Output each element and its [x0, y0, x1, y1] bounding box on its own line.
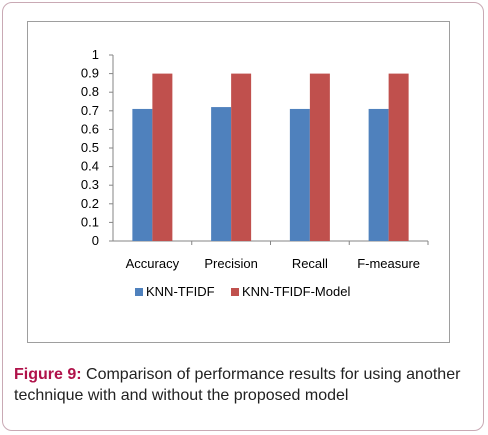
y-tick-label: 0.1	[81, 214, 99, 229]
y-tick-label: 0	[92, 233, 99, 248]
bar-knn-tfidf-model-precision	[231, 73, 252, 241]
y-tick-label: 0.2	[81, 196, 99, 211]
y-tick-label: 0.6	[81, 121, 99, 136]
bar-knn-tfidf-recall	[289, 108, 310, 241]
bar-knn-tfidf-model-accuracy	[152, 73, 173, 241]
bar-knn-tfidf-model-f-measure	[388, 73, 409, 241]
legend-label: KNN-TFIDF	[146, 284, 215, 299]
bar-knn-tfidf-f-measure	[368, 108, 389, 241]
x-tick-label: Precision	[204, 256, 257, 271]
caption-label: Figure 9:	[14, 366, 82, 383]
y-tick-label: 1	[92, 47, 99, 62]
figure-caption: Figure 9: Comparison of performance resu…	[14, 364, 474, 406]
bar-knn-tfidf-model-recall	[309, 73, 330, 241]
bar-knn-tfidf-accuracy	[132, 108, 153, 241]
y-tick-label: 0.3	[81, 177, 99, 192]
y-tick-label: 0.4	[81, 159, 99, 174]
y-tick-label: 0.5	[81, 140, 99, 155]
caption-text: Comparison of performance results for us…	[14, 366, 461, 404]
legend-label: KNN-TFIDF-Model	[242, 284, 350, 299]
y-tick-label: 0.8	[81, 84, 99, 99]
x-tick-label: F-measure	[357, 256, 420, 271]
bar-knn-tfidf-precision	[211, 107, 232, 241]
bar-chart: 0 0.1 0.2 0.3 0.4 0.5 0.6 0.7 0.8 0.9 1 Accuracy Pre…	[81, 47, 429, 299]
y-tick-label: 0.7	[81, 103, 99, 118]
legend-swatch-knn-tfidf-model	[231, 288, 239, 296]
y-tick-label: 0.9	[81, 66, 99, 81]
legend-swatch-knn-tfidf	[135, 288, 143, 296]
x-tick-label: Recall	[292, 256, 328, 271]
chart-area: 0 0.1 0.2 0.3 0.4 0.5 0.6 0.7 0.8 0.9 1 Accuracy Pre…	[27, 21, 450, 343]
figure-frame: 0 0.1 0.2 0.3 0.4 0.5 0.6 0.7 0.8 0.9 1 Accuracy Pre…	[2, 2, 484, 431]
x-tick-label: Accuracy	[126, 256, 180, 271]
